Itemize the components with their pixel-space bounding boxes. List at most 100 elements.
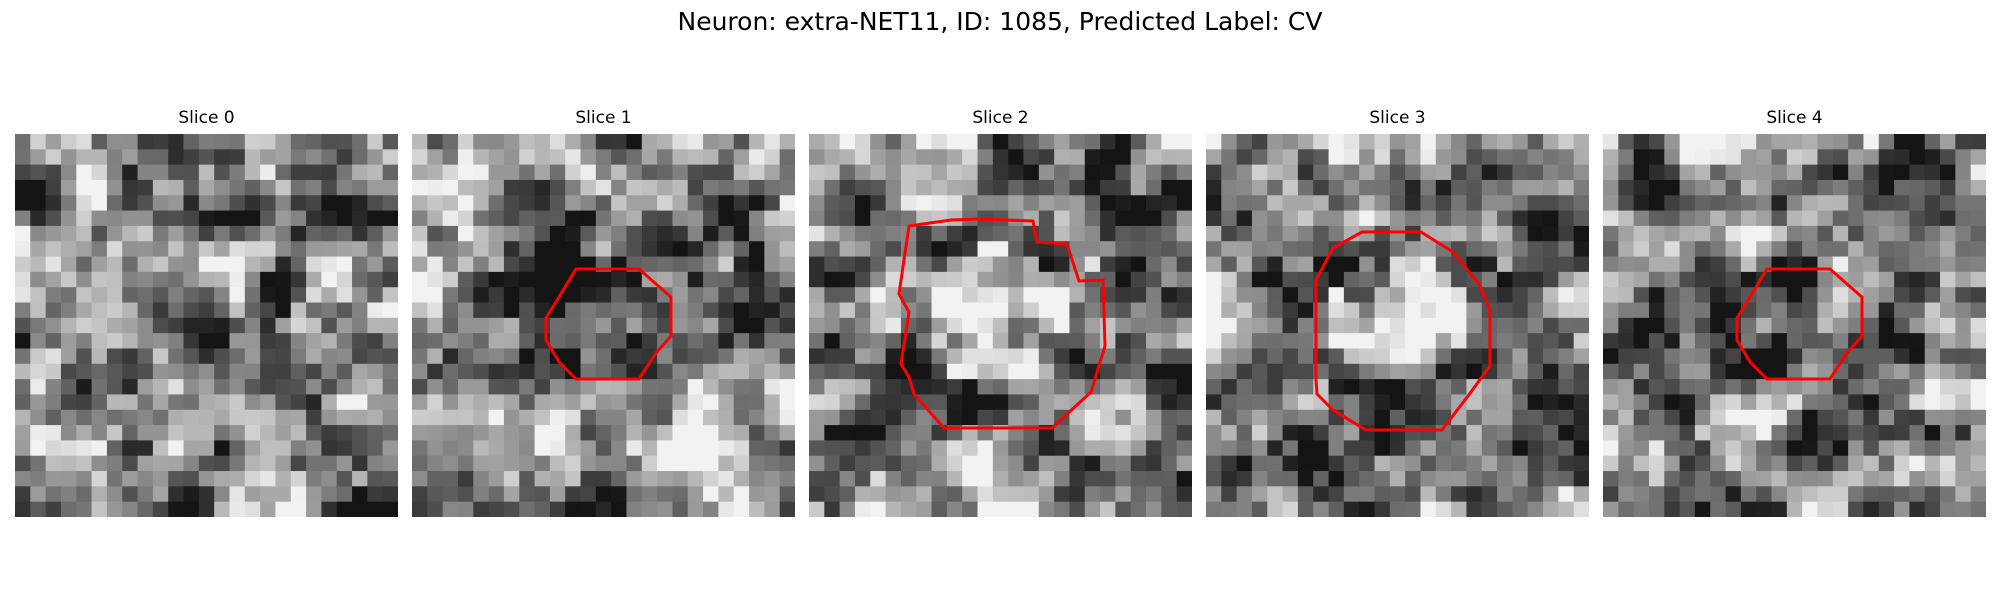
pixel — [1115, 363, 1132, 380]
pixel — [854, 210, 871, 227]
pixel — [1267, 440, 1283, 457]
pixel — [1955, 271, 1972, 288]
pixel — [244, 455, 261, 472]
pixel — [1100, 455, 1116, 472]
pixel — [1848, 149, 1864, 166]
pixel — [1161, 195, 1178, 211]
pixel — [1282, 256, 1299, 273]
pixel — [1863, 348, 1880, 365]
pixel — [931, 486, 948, 503]
pixel — [15, 271, 31, 288]
pixel — [336, 271, 353, 288]
pixel — [1054, 348, 1070, 365]
pixel — [1679, 471, 1696, 487]
pixel — [1802, 486, 1818, 503]
pixel — [1679, 333, 1696, 349]
pixel — [503, 179, 520, 196]
pixel — [198, 225, 215, 242]
pixel — [183, 455, 200, 472]
pixel — [45, 225, 62, 242]
pixel — [1618, 486, 1635, 503]
pixel — [779, 317, 795, 334]
pixel — [916, 225, 932, 242]
pixel — [687, 440, 704, 457]
pixel — [442, 363, 459, 380]
pixel — [687, 425, 704, 441]
pixel — [1176, 394, 1192, 411]
pixel — [992, 379, 1009, 395]
pixel — [870, 471, 886, 487]
pixel — [1420, 363, 1437, 380]
pixel — [76, 471, 92, 487]
pixel — [15, 287, 31, 303]
pixel — [306, 501, 322, 517]
pixel — [1970, 225, 1986, 242]
pixel — [503, 256, 520, 273]
pixel — [336, 241, 353, 257]
pixel — [641, 225, 658, 242]
pixel — [503, 425, 520, 441]
pixel — [1679, 256, 1696, 273]
pixel — [749, 455, 765, 472]
pixel — [565, 195, 581, 211]
pixel — [519, 486, 535, 503]
pixel — [1130, 455, 1147, 472]
pixel — [15, 379, 31, 395]
pixel — [1221, 471, 1238, 487]
pixel — [106, 363, 123, 380]
pixel — [1894, 134, 1910, 150]
pixel — [1466, 394, 1483, 411]
pixel — [1008, 302, 1024, 319]
pixel — [1832, 149, 1849, 166]
pixel — [1894, 333, 1910, 349]
pixel — [1100, 210, 1116, 227]
pixel — [824, 333, 841, 349]
pixel — [45, 409, 62, 426]
pixel — [1786, 179, 1803, 196]
pixel — [15, 486, 31, 503]
pixel — [1740, 195, 1757, 211]
pixel — [1023, 271, 1040, 288]
pixel — [1512, 348, 1529, 365]
pixel — [260, 134, 276, 150]
pixel — [718, 409, 735, 426]
pixel — [1282, 149, 1299, 166]
pixel — [1603, 409, 1619, 426]
pixel — [352, 455, 368, 472]
pixel — [779, 425, 795, 441]
pixel — [946, 486, 963, 503]
pixel — [457, 440, 474, 457]
pixel — [1282, 348, 1299, 365]
pixel — [1481, 271, 1498, 288]
pixel — [1894, 379, 1910, 395]
pixel — [1710, 164, 1726, 181]
pixel — [1297, 149, 1314, 166]
pixel — [214, 348, 230, 365]
pixel — [962, 134, 978, 150]
pixel — [1756, 134, 1772, 150]
pixel — [1924, 348, 1941, 365]
pixel — [122, 471, 138, 487]
pixel — [60, 179, 77, 196]
pixel — [1725, 287, 1742, 303]
pixel — [1023, 501, 1040, 517]
pixel — [854, 164, 871, 181]
pixel — [595, 379, 612, 395]
pixel — [580, 210, 597, 227]
pixel — [962, 486, 978, 503]
pixel — [916, 501, 932, 517]
pixel — [916, 287, 932, 303]
pixel — [1236, 241, 1253, 257]
pixel — [1100, 379, 1116, 395]
pixel — [1512, 363, 1529, 380]
pixel — [1848, 379, 1864, 395]
pixel — [1878, 317, 1895, 334]
pixel — [1221, 256, 1238, 273]
pixel — [1130, 164, 1147, 181]
pixel — [229, 425, 246, 441]
pixel — [30, 486, 47, 503]
pixel — [1251, 149, 1268, 166]
pixel — [824, 134, 841, 150]
pixel — [1863, 501, 1880, 517]
pixel — [824, 271, 841, 288]
